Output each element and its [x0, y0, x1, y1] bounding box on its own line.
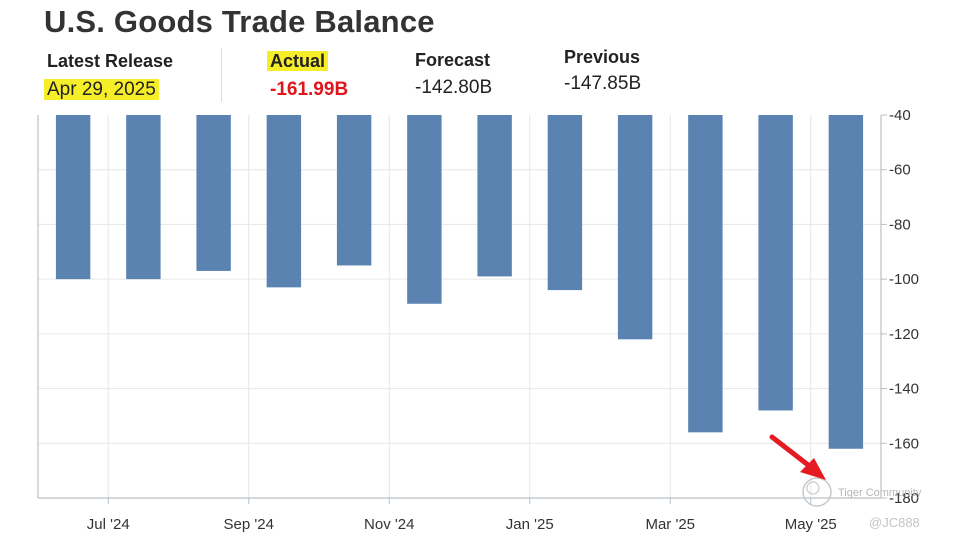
bar-5[interactable]: [407, 115, 442, 304]
previous-value: -147.85B: [564, 73, 642, 94]
x-tick-label: Jul '24: [87, 516, 130, 533]
bar-1[interactable]: [126, 115, 161, 280]
latest-release-label: Latest Release: [47, 51, 174, 71]
latest-release-value: Apr 29, 2025: [44, 79, 159, 101]
y-tick-label: -40: [889, 107, 911, 124]
x-tick-label: May '25: [785, 516, 837, 533]
watermark-handle: @JC888: [869, 515, 920, 530]
forecast-label: Forecast: [415, 50, 491, 70]
y-tick-label: -140: [889, 381, 919, 398]
x-tick-label: Jan '25: [506, 516, 554, 533]
bar-7[interactable]: [547, 115, 583, 291]
bar-11[interactable]: [828, 115, 864, 449]
actual-value: -161.99B: [270, 79, 349, 100]
y-tick-label: -80: [889, 216, 911, 233]
previous-label: Previous: [564, 47, 641, 67]
axis-layer: -40 -60 -80 -100 -120 -140 -160 -180 Jul '24 Sep …: [37, 107, 919, 533]
y-tick-label: -160: [889, 435, 919, 452]
bar-9[interactable]: [688, 115, 723, 433]
actual-label: Actual: [267, 51, 329, 72]
page-title: U.S. Goods Trade Balance: [44, 4, 435, 39]
x-tick-label: Nov '24: [364, 516, 414, 533]
actual-label-text: Actual: [267, 51, 329, 71]
y-tick-label: -180: [889, 490, 919, 507]
bar-6[interactable]: [477, 115, 512, 277]
y-tick-label: -100: [889, 271, 919, 288]
grid-layer: [38, 115, 881, 498]
bar-8[interactable]: [617, 115, 653, 340]
forecast-value: -142.80B: [415, 77, 493, 98]
watermark-text: Tiger Community: [838, 487, 922, 499]
y-tick-label: -120: [889, 326, 919, 343]
watermark: Tiger Community @JC888: [802, 477, 922, 530]
y-tick-label: -60: [889, 162, 911, 179]
bar-10[interactable]: [758, 115, 793, 411]
bar-layer: [55, 115, 864, 449]
stat-divider: [221, 48, 222, 102]
bar-2[interactable]: [196, 115, 231, 271]
bar-3[interactable]: [266, 115, 302, 288]
latest-release-date: Apr 29, 2025: [44, 79, 159, 100]
bar-4[interactable]: [336, 115, 372, 266]
x-tick-label: Mar '25: [645, 516, 695, 533]
x-tick-label: Sep '24: [224, 516, 274, 533]
tiger-logo-icon-inner: [806, 481, 820, 495]
red-arrow-icon: [769, 434, 826, 480]
tiger-logo-icon: [802, 477, 832, 507]
bar-0[interactable]: [55, 115, 91, 280]
